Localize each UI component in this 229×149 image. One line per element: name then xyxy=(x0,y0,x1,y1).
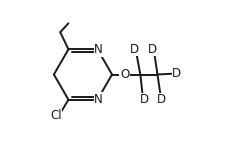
Text: D: D xyxy=(147,43,156,56)
Text: D: D xyxy=(130,43,139,56)
Text: O: O xyxy=(120,68,129,81)
Text: Cl: Cl xyxy=(50,109,62,122)
Text: N: N xyxy=(94,93,103,106)
Text: N: N xyxy=(94,43,103,56)
Text: D: D xyxy=(171,67,180,80)
Text: D: D xyxy=(139,93,148,106)
Text: D: D xyxy=(157,93,166,106)
